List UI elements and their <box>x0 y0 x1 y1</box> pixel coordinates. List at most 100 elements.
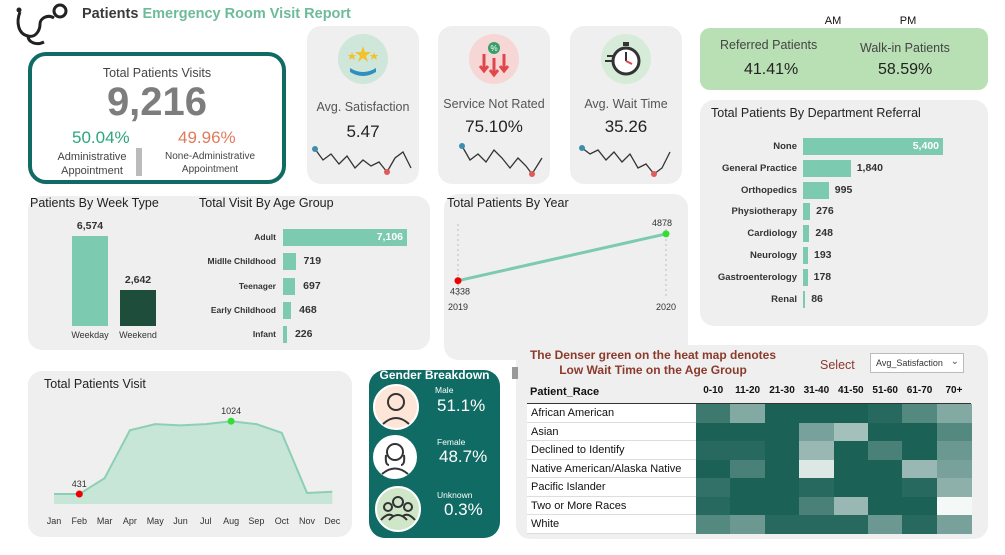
heatmap-row-bg <box>527 478 696 497</box>
department-bar <box>803 290 806 308</box>
department-bar <box>803 181 829 199</box>
heatmap-cell <box>902 496 938 516</box>
department-bar <box>803 159 851 177</box>
year-tick-label: 2020 <box>656 302 676 312</box>
heatmap-cell <box>902 441 938 460</box>
heatmap-column-label: 61-70 <box>906 385 933 396</box>
department-category-label: Gastroenterology <box>717 271 797 283</box>
year-line-chart: 4338 4878 2019 2020 <box>448 218 676 312</box>
heatmap-cell <box>936 496 972 516</box>
gender-title: Gender Breakdown <box>379 368 490 382</box>
heatmap-row-header: Patient_Race <box>530 386 600 398</box>
heatmap-cell <box>730 422 766 442</box>
total-visits-value: 9,216 <box>106 80 208 124</box>
heatmap-cell <box>868 422 903 442</box>
age-value-label: 468 <box>299 303 317 316</box>
kpi-card-wait: Avg. Wait Time 35.26 <box>570 26 682 184</box>
week-bar <box>72 236 108 326</box>
monthly-value-label: 431 <box>72 479 87 489</box>
age-bar <box>283 277 296 295</box>
age-category-label: Midlle Childhood <box>207 256 276 267</box>
heatmap-cell <box>833 459 869 479</box>
age-title: Total Visit By Age Group <box>199 196 334 210</box>
heatmap-column-label: 70+ <box>945 385 963 396</box>
referred-value: 41.41% <box>744 61 799 78</box>
heatmap-cell <box>799 422 835 442</box>
heatmap-cell <box>799 515 835 534</box>
heatmap-column-label: 11-20 <box>735 385 761 396</box>
heatmap-row-label: Native American/Alaska Native <box>531 462 682 475</box>
heatmap-cell <box>936 515 972 534</box>
heatmap-column-label: 41-50 <box>838 385 864 396</box>
heatmap-cell <box>833 478 869 497</box>
heatmap-column-label: 21-30 <box>769 385 795 396</box>
admin-label: Administrative Appointment <box>57 151 127 177</box>
gender-label: Unknown <box>437 490 473 500</box>
svg-text:%: % <box>490 44 497 53</box>
monthly-tick-label: Aug <box>223 516 239 526</box>
note-line: The Denser green on the heat map denotes <box>529 348 777 362</box>
heatmap-cell <box>868 459 903 479</box>
heatmap-cell <box>696 459 731 479</box>
heatmap-row-bg <box>527 515 696 534</box>
heatmap-cell <box>868 404 903 423</box>
age-value-label: 697 <box>303 279 321 292</box>
department-category-label: None <box>773 141 797 152</box>
scroll-handle[interactable] <box>512 367 518 379</box>
monthly-tick-label: Oct <box>275 516 290 526</box>
department-value-label: 193 <box>814 249 832 261</box>
heatmap-cell <box>936 441 972 460</box>
kpi-label: Avg. Wait Time <box>584 97 668 111</box>
heatmap-cell <box>902 404 938 423</box>
heatmap-cell <box>936 478 972 497</box>
heatmap-row-bg <box>527 459 696 478</box>
age-category-label: Early Childhood <box>210 304 276 315</box>
heatmap-cell <box>868 478 903 497</box>
am-button[interactable]: AM <box>800 13 866 29</box>
heatmap-cell <box>764 496 800 516</box>
group-icon <box>375 486 421 532</box>
heatmap-row-bg <box>527 404 696 423</box>
gender-label: Male <box>435 385 454 395</box>
monthly-point <box>75 490 83 498</box>
monthly-area <box>54 421 333 504</box>
heatmap-cell <box>764 441 800 460</box>
pm-button[interactable]: PM <box>875 13 941 29</box>
chevron-down-icon: ⌄ <box>950 356 959 367</box>
metric-select[interactable]: Avg_Satisfaction ⌄ <box>870 353 964 373</box>
department-value-label: 178 <box>813 270 832 283</box>
monthly-tick-label: Dec <box>324 516 341 526</box>
monthly-tick-label: Jun <box>173 516 188 526</box>
year-value-label: 4338 <box>450 287 470 297</box>
heatmap-cell <box>936 422 972 442</box>
department-value-label: 1,840 <box>856 161 883 174</box>
heatmap-row-label: White <box>531 518 560 530</box>
department-value-label: 86 <box>811 292 823 305</box>
week-category-label: Weekday <box>71 330 109 340</box>
walkin-label: Walk-in Patients <box>860 41 950 55</box>
year-value-label: 4878 <box>652 218 672 228</box>
gender-value: 48.7% <box>439 447 488 466</box>
heatmap-cell <box>799 404 835 423</box>
age-value-label: 7,106 <box>376 231 403 243</box>
monthly-tick-label: Apr <box>123 516 137 526</box>
page-title: Patients Emergency Room Visit Report <box>82 6 351 22</box>
heatmap-cell <box>833 515 869 534</box>
heatmap-cell <box>799 459 835 479</box>
referred-label: Referred Patients <box>720 38 818 52</box>
heatmap-cell <box>730 478 766 497</box>
year-chart <box>444 194 688 360</box>
department-value-label: 5,400 <box>912 140 939 152</box>
heatmap-cell <box>764 422 800 442</box>
heatmap-cell <box>902 422 938 442</box>
note-line: Low Wait Time on the Age Group <box>559 363 747 377</box>
department-value-label: 248 <box>815 227 833 240</box>
gender-value: 0.3% <box>444 500 483 519</box>
heatmap-cell <box>868 496 903 516</box>
heatmap-column-label: 51-60 <box>872 385 898 396</box>
heatmap-row-label: Pacific Islander <box>531 481 606 493</box>
heatmap-cell <box>764 404 800 423</box>
heatmap-column-label: 31-40 <box>803 385 830 396</box>
kpi-value: 35.26 <box>604 117 648 136</box>
divider <box>136 148 142 176</box>
